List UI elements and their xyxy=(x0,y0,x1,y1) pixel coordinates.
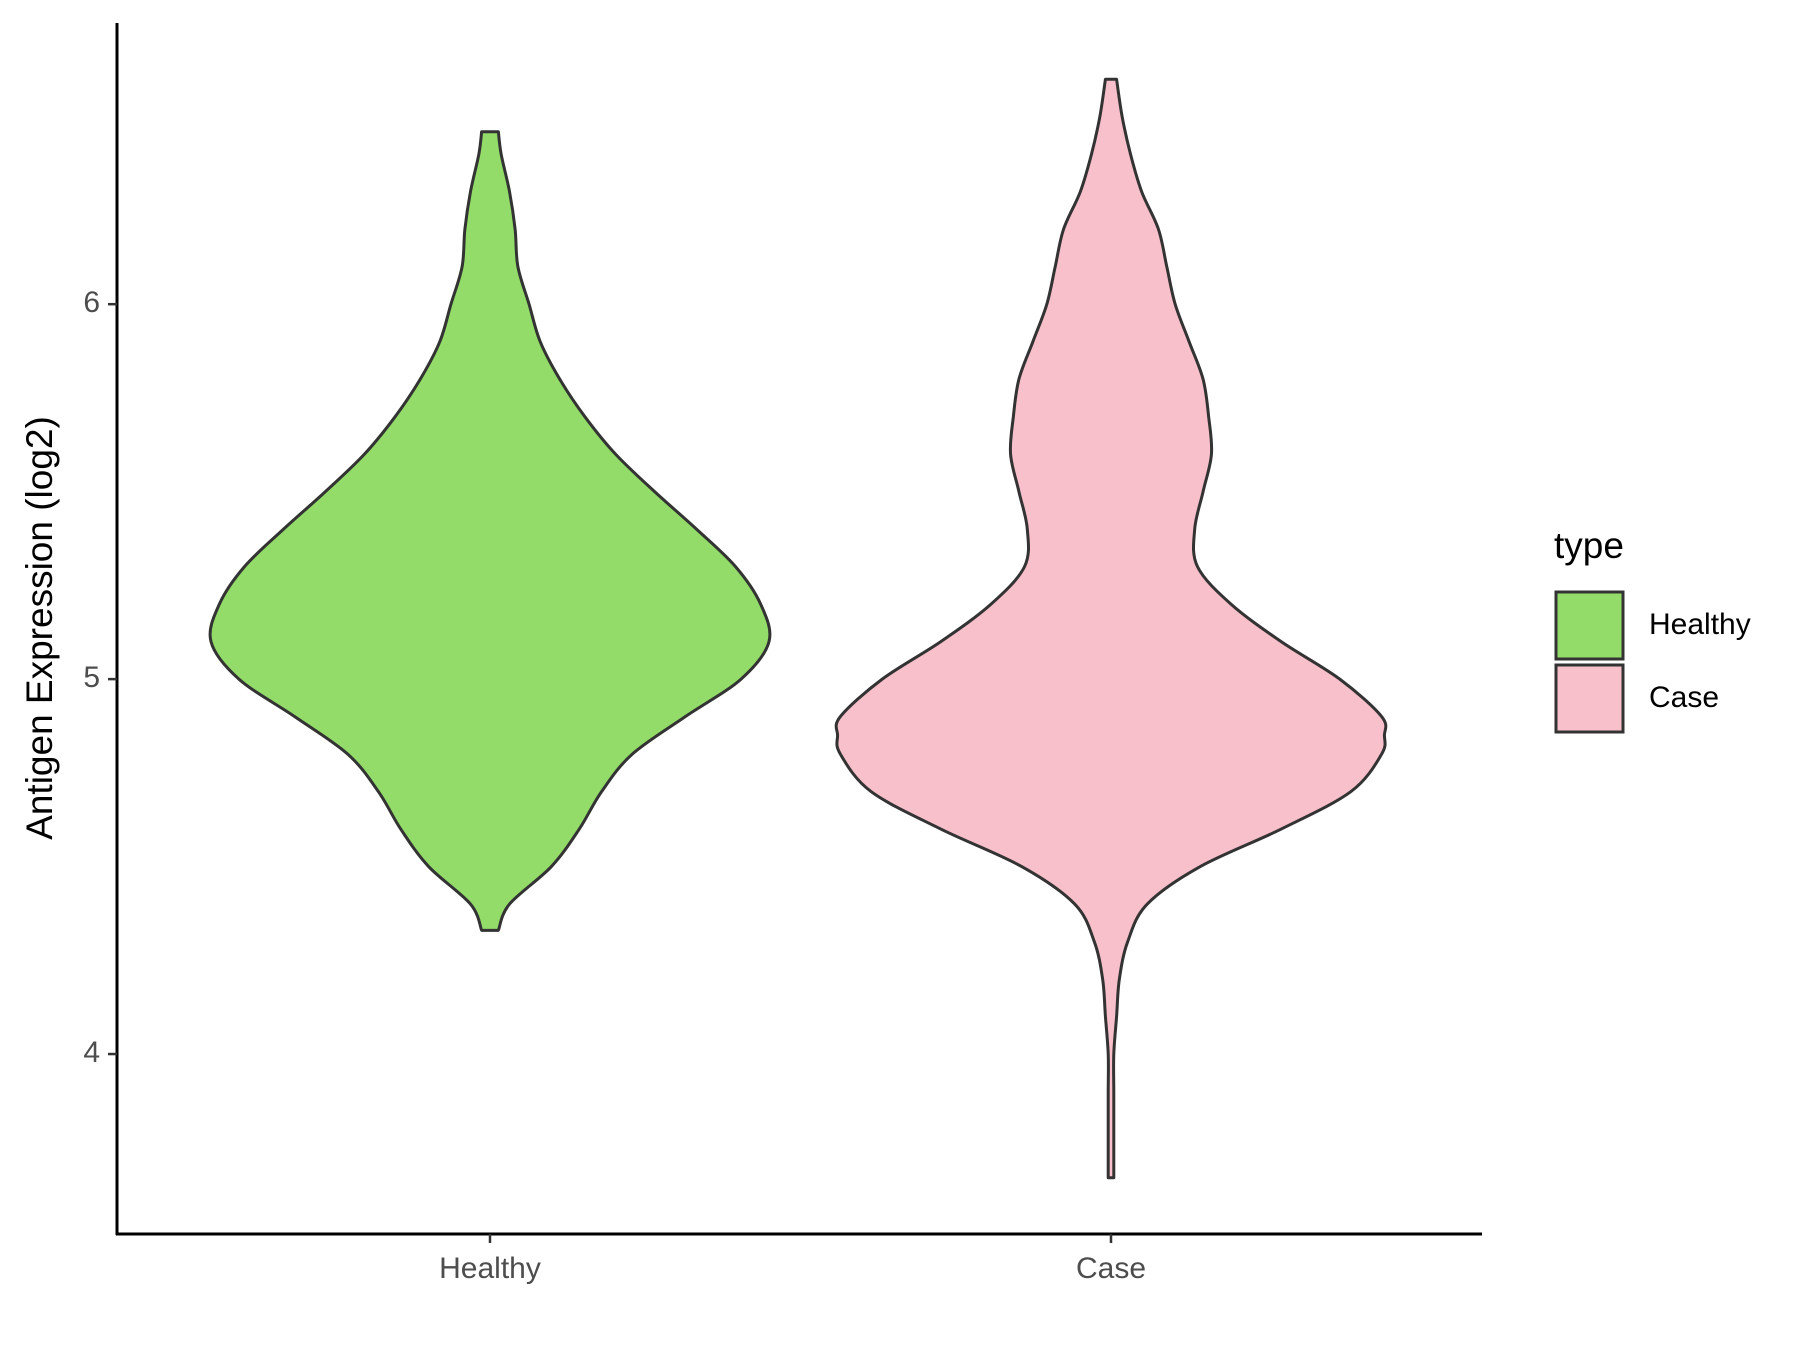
legend-label: Case xyxy=(1649,681,1719,714)
y-axis-title: Antigen Expression (log2) xyxy=(19,416,60,840)
violin xyxy=(834,77,1388,1180)
y-tick-label: 6 xyxy=(83,286,100,319)
legend-swatch xyxy=(1554,663,1625,734)
y-tick-label: 5 xyxy=(83,661,100,694)
violin xyxy=(208,130,772,932)
legend-label: Healthy xyxy=(1649,608,1751,641)
x-tick-label: Case xyxy=(1076,1252,1146,1285)
x-tick-label: Healthy xyxy=(439,1252,541,1285)
legend-swatch xyxy=(1554,590,1625,661)
y-tick-label: 4 xyxy=(83,1036,100,1069)
legend-title: type xyxy=(1554,525,1624,566)
